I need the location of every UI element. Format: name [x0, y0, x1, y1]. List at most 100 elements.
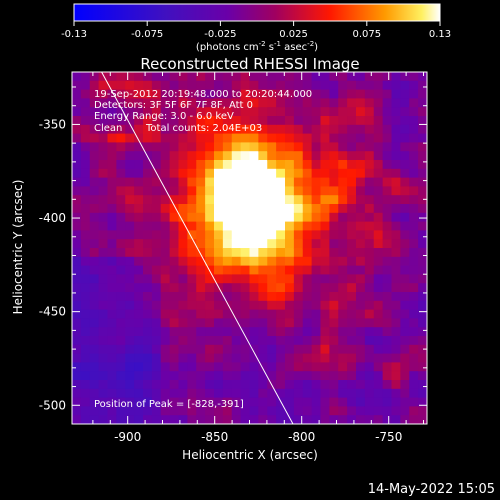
heatmap-cell	[373, 195, 384, 205]
heatmap-cell	[151, 107, 162, 117]
heatmap-cell	[214, 186, 224, 196]
heatmap-cell	[89, 212, 100, 223]
heatmap-cell	[125, 248, 135, 258]
heatmap-cell	[320, 256, 330, 267]
heatmap-cell	[72, 116, 82, 126]
heatmap-cell	[231, 327, 242, 337]
heatmap-cell	[160, 133, 171, 143]
heatmap-cell	[107, 151, 117, 161]
colorbar-tick-label: -0.075	[131, 29, 163, 40]
heatmap-cell	[382, 353, 393, 363]
heatmap-cell	[329, 256, 339, 267]
heatmap-cell	[302, 309, 313, 319]
heatmap-cell	[205, 89, 215, 99]
heatmap-cell	[160, 283, 171, 293]
heatmap-cell	[80, 80, 91, 91]
heatmap-cell	[240, 274, 251, 284]
heatmap-cell	[302, 265, 313, 275]
heatmap-cell	[418, 336, 427, 346]
heatmap-cell	[338, 186, 348, 196]
heatmap-cell	[222, 239, 233, 249]
heatmap-cell	[373, 221, 384, 231]
heatmap-cell	[391, 151, 401, 161]
heatmap-cell	[89, 380, 100, 390]
heatmap-cell	[338, 142, 348, 152]
heatmap-cell	[418, 309, 427, 319]
heatmap-cell	[214, 168, 224, 179]
heatmap-cell	[125, 230, 135, 240]
footer-timestamp: 14-May-2022 15:05	[368, 482, 495, 497]
heatmap-cell	[196, 353, 206, 363]
heatmap-cell	[285, 274, 295, 284]
heatmap-cell	[293, 168, 304, 179]
heatmap-cell	[364, 406, 375, 416]
heatmap-cell	[409, 388, 419, 399]
heatmap-cell	[364, 336, 375, 346]
heatmap-cell	[89, 344, 100, 355]
heatmap-cell	[320, 151, 330, 161]
heatmap-cell	[249, 72, 259, 82]
heatmap-cell	[382, 318, 393, 328]
heatmap-cell	[160, 362, 171, 372]
heatmap-cell	[382, 142, 393, 152]
heatmap-cell	[409, 265, 419, 275]
heatmap-cell	[267, 160, 277, 170]
heatmap-cell	[196, 300, 206, 311]
heatmap-cell	[258, 160, 268, 170]
heatmap-cell	[391, 142, 401, 152]
heatmap-cell	[116, 388, 126, 399]
heatmap-cell	[134, 168, 144, 179]
heatmap-cell	[409, 274, 419, 284]
heatmap-cell	[276, 212, 286, 223]
heatmap-cell	[276, 195, 286, 205]
heatmap-cell	[267, 327, 277, 337]
annotation-counts: Total counts: 2.04E+03	[145, 123, 262, 134]
heatmap-cell	[364, 116, 375, 126]
heatmap-cell	[285, 195, 295, 205]
heatmap-cell	[222, 221, 233, 231]
heatmap-cell	[400, 300, 410, 311]
heatmap-cell	[285, 98, 295, 108]
heatmap-cell	[89, 318, 100, 328]
heatmap-cell	[187, 256, 197, 267]
heatmap-cell	[80, 292, 91, 302]
annotation-time: 19-Sep-2012 20:19:48.000 to 20:20:44.000	[94, 89, 312, 100]
heatmap-cell	[231, 116, 242, 126]
heatmap-cell	[98, 406, 109, 416]
heatmap-cell	[382, 397, 393, 407]
heatmap-cell	[205, 168, 215, 179]
heatmap-cell	[364, 177, 375, 187]
heatmap-cell	[373, 283, 384, 293]
colorbar-units: (photons cm-2 s-1 asec-2)	[196, 40, 318, 53]
heatmap-cell	[285, 344, 295, 355]
heatmap-cell	[418, 327, 427, 337]
heatmap-cell	[134, 212, 144, 223]
heatmap-cell	[302, 327, 313, 337]
heatmap-cell	[347, 380, 357, 390]
heatmap-cell	[80, 353, 91, 363]
heatmap-cell	[125, 212, 135, 223]
heatmap-cell	[80, 283, 91, 293]
heatmap-cell	[293, 292, 304, 302]
heatmap-cell	[169, 248, 180, 258]
heatmap-cell	[338, 168, 348, 179]
heatmap-cell	[72, 89, 82, 99]
heatmap-cell	[196, 221, 206, 231]
heatmap-cell	[373, 239, 384, 249]
heatmap-cell	[125, 256, 135, 267]
heatmap-cell	[160, 292, 171, 302]
heatmap-cell	[134, 204, 144, 214]
heatmap-cell	[338, 327, 348, 337]
heatmap-cell	[187, 397, 197, 407]
heatmap-cell	[347, 292, 357, 302]
heatmap-cell	[151, 344, 162, 355]
heatmap-cell	[267, 186, 277, 196]
heatmap-cell	[80, 336, 91, 346]
heatmap-cell	[134, 292, 144, 302]
heatmap-cell	[214, 204, 224, 214]
heatmap-cell	[338, 406, 348, 416]
heatmap-cell	[89, 89, 100, 99]
heatmap-cell	[338, 371, 348, 381]
heatmap-cell	[89, 72, 100, 82]
heatmap-cell	[293, 160, 304, 170]
